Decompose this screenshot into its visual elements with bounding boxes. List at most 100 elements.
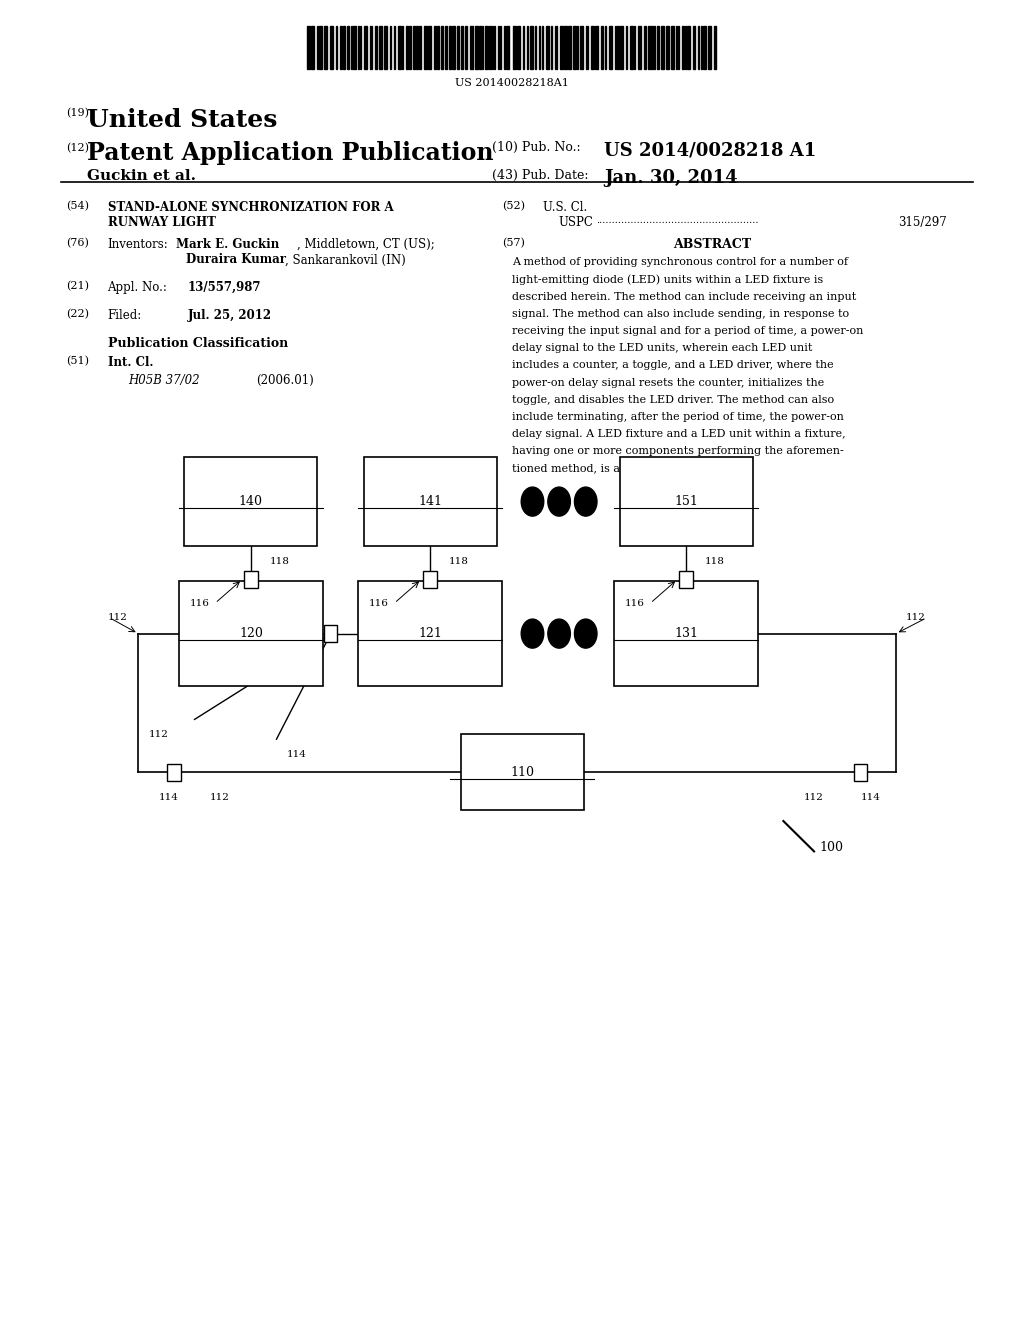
Bar bbox=[680, 572, 693, 589]
Text: Guckin et al.: Guckin et al. bbox=[87, 169, 196, 183]
Text: ....................................................: ........................................… bbox=[596, 216, 759, 226]
Bar bbox=[591, 26, 594, 69]
Bar bbox=[445, 26, 447, 69]
Text: 112: 112 bbox=[210, 793, 230, 803]
Bar bbox=[687, 26, 689, 69]
Text: (10) Pub. No.:: (10) Pub. No.: bbox=[492, 141, 581, 154]
Text: , Middletown, CT (US);: , Middletown, CT (US); bbox=[297, 238, 435, 251]
Text: Filed:: Filed: bbox=[108, 309, 141, 322]
Circle shape bbox=[548, 487, 570, 516]
Text: 118: 118 bbox=[705, 557, 724, 566]
Bar bbox=[595, 26, 598, 69]
Bar bbox=[682, 26, 684, 69]
Bar bbox=[512, 26, 515, 69]
Bar bbox=[568, 26, 570, 69]
Text: 112: 112 bbox=[804, 793, 824, 803]
Bar bbox=[384, 26, 387, 69]
Circle shape bbox=[548, 619, 570, 648]
Text: ABSTRACT: ABSTRACT bbox=[673, 238, 751, 251]
Text: Duraira Kumar: Duraira Kumar bbox=[186, 253, 287, 267]
Text: 110: 110 bbox=[510, 766, 535, 779]
Bar bbox=[564, 26, 567, 69]
Text: delay signal. A LED fixture and a LED unit within a fixture,: delay signal. A LED fixture and a LED un… bbox=[512, 429, 846, 440]
Bar bbox=[364, 457, 497, 546]
Bar bbox=[667, 26, 670, 69]
Bar bbox=[580, 26, 583, 69]
Bar bbox=[428, 26, 431, 69]
Bar bbox=[379, 26, 382, 69]
Text: include terminating, after the period of time, the power-on: include terminating, after the period of… bbox=[512, 412, 844, 422]
Bar bbox=[424, 26, 427, 69]
Text: US 2014/0028218 A1: US 2014/0028218 A1 bbox=[604, 141, 816, 160]
Text: (19): (19) bbox=[67, 108, 89, 119]
Text: 116: 116 bbox=[369, 599, 388, 607]
Bar bbox=[609, 26, 612, 69]
Text: Inventors:: Inventors: bbox=[108, 238, 168, 251]
Bar bbox=[424, 572, 436, 589]
Bar bbox=[546, 26, 549, 69]
Bar bbox=[375, 26, 377, 69]
Bar bbox=[437, 26, 439, 69]
Bar bbox=[516, 26, 519, 69]
Text: Mark E. Guckin: Mark E. Guckin bbox=[176, 238, 280, 251]
Text: 114: 114 bbox=[860, 793, 881, 803]
Bar bbox=[311, 26, 314, 69]
Text: 112: 112 bbox=[109, 614, 128, 622]
Text: described herein. The method can include receiving an input: described herein. The method can include… bbox=[512, 292, 856, 302]
Bar bbox=[465, 26, 467, 69]
Bar bbox=[560, 26, 563, 69]
Bar bbox=[617, 26, 620, 69]
Text: includes a counter, a toggle, and a LED driver, where the: includes a counter, a toggle, and a LED … bbox=[512, 360, 834, 371]
Text: light-emitting diode (LED) units within a LED fixture is: light-emitting diode (LED) units within … bbox=[512, 275, 823, 285]
Bar bbox=[184, 457, 317, 546]
Text: 315/297: 315/297 bbox=[898, 216, 947, 230]
Text: 118: 118 bbox=[269, 557, 289, 566]
Text: Publication Classification: Publication Classification bbox=[108, 337, 288, 350]
Text: toggle, and disables the LED driver. The method can also: toggle, and disables the LED driver. The… bbox=[512, 395, 835, 405]
Bar bbox=[702, 26, 706, 69]
Bar bbox=[457, 26, 459, 69]
Bar bbox=[620, 457, 753, 546]
Bar bbox=[638, 26, 641, 69]
Text: , Sankarankovil (IN): , Sankarankovil (IN) bbox=[285, 253, 406, 267]
Bar bbox=[489, 26, 492, 69]
Text: 114: 114 bbox=[159, 793, 179, 803]
Text: having one or more components performing the aforemen-: having one or more components performing… bbox=[512, 446, 844, 457]
Text: (57): (57) bbox=[502, 238, 524, 248]
Bar bbox=[307, 26, 310, 69]
Bar bbox=[657, 26, 659, 69]
Bar bbox=[324, 626, 338, 642]
Text: (51): (51) bbox=[67, 356, 89, 367]
Bar bbox=[662, 26, 665, 69]
Bar bbox=[340, 26, 342, 69]
Bar bbox=[413, 26, 415, 69]
Bar bbox=[621, 26, 624, 69]
Bar bbox=[419, 26, 421, 69]
Text: Int. Cl.: Int. Cl. bbox=[108, 356, 153, 370]
Bar bbox=[470, 26, 473, 69]
Bar bbox=[331, 26, 334, 69]
Bar bbox=[434, 26, 436, 69]
Text: delay signal to the LED units, wherein each LED unit: delay signal to the LED units, wherein e… bbox=[512, 343, 812, 354]
Bar bbox=[416, 26, 418, 69]
Bar bbox=[441, 26, 443, 69]
Text: STAND-ALONE SYNCHRONIZATION FOR A
RUNWAY LIGHT: STAND-ALONE SYNCHRONIZATION FOR A RUNWAY… bbox=[108, 201, 393, 228]
Bar bbox=[319, 26, 323, 69]
Text: US 20140028218A1: US 20140028218A1 bbox=[455, 78, 569, 88]
Bar bbox=[450, 26, 452, 69]
Text: (52): (52) bbox=[502, 201, 524, 211]
Text: Patent Application Publication: Patent Application Publication bbox=[87, 141, 494, 165]
Bar bbox=[854, 763, 866, 781]
Bar bbox=[409, 26, 411, 69]
Text: (22): (22) bbox=[67, 309, 89, 319]
Text: 116: 116 bbox=[189, 599, 209, 607]
Bar bbox=[461, 734, 584, 810]
Bar bbox=[343, 26, 345, 69]
Text: 141: 141 bbox=[418, 495, 442, 508]
Bar bbox=[507, 26, 510, 69]
Text: signal. The method can also include sending, in response to: signal. The method can also include send… bbox=[512, 309, 849, 319]
Text: 114: 114 bbox=[287, 750, 306, 759]
Bar bbox=[358, 581, 502, 686]
Text: A method of providing synchronous control for a number of: A method of providing synchronous contro… bbox=[512, 257, 848, 268]
Text: Jan. 30, 2014: Jan. 30, 2014 bbox=[604, 169, 737, 187]
